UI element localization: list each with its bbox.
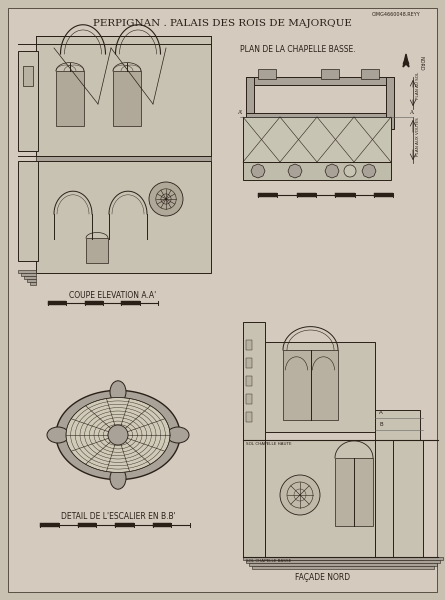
- Ellipse shape: [167, 427, 189, 443]
- Ellipse shape: [110, 467, 126, 489]
- Text: A': A': [237, 110, 243, 115]
- Bar: [246, 412, 252, 422]
- Bar: [246, 77, 394, 85]
- Text: A: A: [379, 410, 383, 415]
- Bar: [21, 273, 36, 276]
- Bar: [375, 410, 420, 560]
- Bar: [153, 523, 171, 527]
- Bar: [36, 156, 211, 161]
- Text: PLAN AUX VOUTES: PLAN AUX VOUTES: [416, 118, 420, 157]
- Bar: [243, 162, 391, 180]
- Circle shape: [280, 475, 320, 515]
- Bar: [18, 270, 36, 273]
- Bar: [374, 193, 393, 197]
- Ellipse shape: [47, 427, 69, 443]
- Bar: [243, 322, 265, 557]
- Bar: [246, 560, 440, 563]
- Text: B: B: [379, 422, 383, 427]
- Bar: [77, 523, 96, 527]
- Bar: [243, 117, 391, 162]
- Bar: [249, 563, 437, 566]
- Bar: [18, 161, 38, 261]
- Text: A: A: [409, 110, 413, 115]
- Bar: [246, 358, 252, 368]
- Text: CIMG4660048.REYY: CIMG4660048.REYY: [371, 11, 420, 16]
- Bar: [258, 69, 276, 79]
- Bar: [23, 66, 33, 86]
- Bar: [335, 458, 373, 526]
- Bar: [86, 238, 108, 263]
- Bar: [246, 376, 252, 386]
- Bar: [283, 350, 338, 420]
- Bar: [246, 113, 386, 121]
- Bar: [36, 161, 211, 273]
- Bar: [40, 523, 59, 527]
- Bar: [243, 557, 443, 560]
- Text: PLAN AU SOL: PLAN AU SOL: [416, 71, 420, 98]
- Text: PLAN DE LA CHAPELLE BASSE.: PLAN DE LA CHAPELLE BASSE.: [240, 46, 356, 55]
- Text: DETAIL DE L'ESCALIER EN B.B': DETAIL DE L'ESCALIER EN B.B': [61, 512, 175, 521]
- Text: SOL CHAPELLE BASSE: SOL CHAPELLE BASSE: [246, 559, 291, 563]
- Bar: [252, 566, 434, 569]
- Bar: [246, 394, 252, 404]
- Text: COUPE ELEVATION A.A': COUPE ELEVATION A.A': [69, 291, 157, 300]
- Bar: [297, 193, 316, 197]
- Polygon shape: [56, 391, 180, 479]
- Bar: [258, 193, 277, 197]
- Bar: [386, 77, 394, 129]
- Bar: [265, 440, 375, 560]
- Bar: [321, 69, 339, 79]
- Text: PERPIGNAN . PALAIS DES ROIS DE MAJORQUE: PERPIGNAN . PALAIS DES ROIS DE MAJORQUE: [93, 19, 352, 28]
- Bar: [361, 69, 379, 79]
- Bar: [56, 71, 84, 126]
- Bar: [121, 301, 139, 305]
- Bar: [393, 440, 423, 560]
- Polygon shape: [403, 54, 409, 67]
- Circle shape: [108, 425, 128, 445]
- Bar: [246, 77, 254, 121]
- Bar: [24, 276, 36, 279]
- Bar: [265, 342, 375, 432]
- Bar: [85, 301, 103, 305]
- Polygon shape: [66, 398, 170, 472]
- Bar: [115, 523, 134, 527]
- Ellipse shape: [110, 381, 126, 403]
- Circle shape: [149, 182, 183, 216]
- Bar: [27, 279, 36, 282]
- Bar: [18, 51, 38, 151]
- Bar: [30, 282, 36, 285]
- Bar: [113, 71, 141, 126]
- Text: FAÇADE NORD: FAÇADE NORD: [295, 573, 351, 582]
- Circle shape: [344, 165, 356, 177]
- Bar: [335, 193, 355, 197]
- Bar: [36, 36, 211, 156]
- Bar: [246, 340, 252, 350]
- Text: NORD: NORD: [418, 56, 423, 70]
- Text: SOL CHAPELLE HAUTE: SOL CHAPELLE HAUTE: [246, 442, 291, 446]
- Bar: [48, 301, 66, 305]
